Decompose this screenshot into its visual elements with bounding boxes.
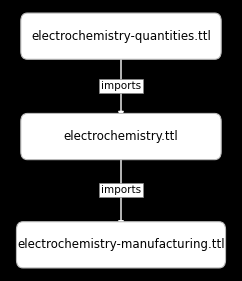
Text: imports: imports (101, 81, 141, 91)
Text: electrochemistry-quantities.ttl: electrochemistry-quantities.ttl (31, 30, 211, 43)
Text: electrochemistry.ttl: electrochemistry.ttl (64, 130, 178, 143)
FancyBboxPatch shape (21, 114, 221, 160)
FancyBboxPatch shape (16, 222, 226, 268)
Text: electrochemistry-manufacturing.ttl: electrochemistry-manufacturing.ttl (17, 238, 225, 251)
FancyBboxPatch shape (21, 13, 221, 59)
Text: imports: imports (101, 185, 141, 195)
